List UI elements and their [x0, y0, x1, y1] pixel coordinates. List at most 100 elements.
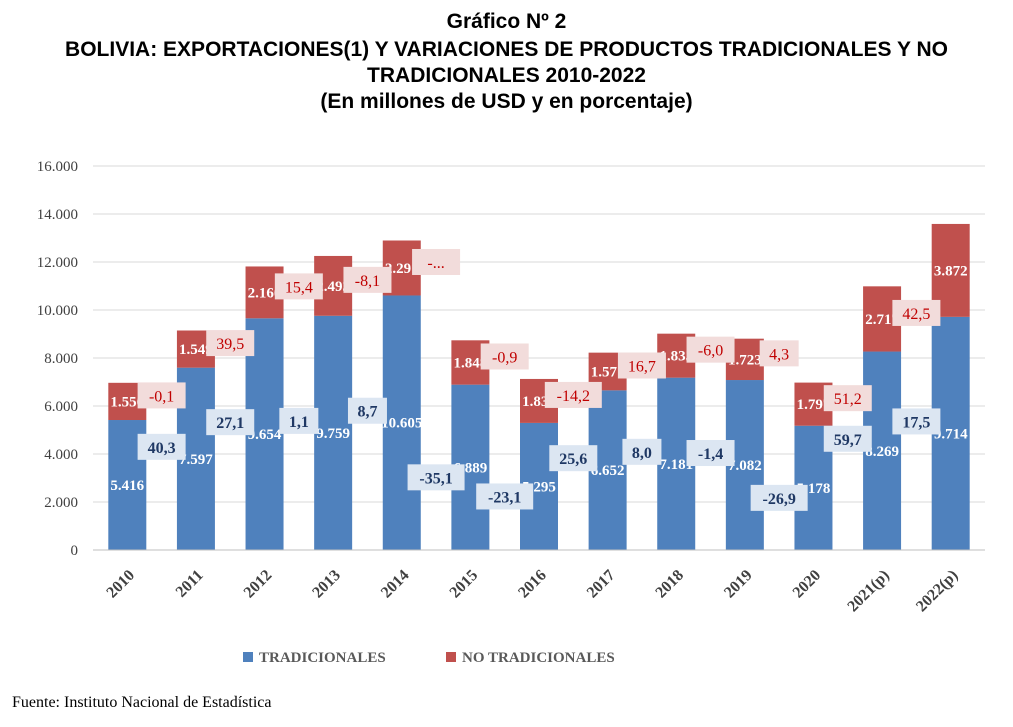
- variation-label-no-tradicionales: 4,3: [769, 346, 789, 363]
- value-label-no-tradicionales: 1.549: [179, 342, 213, 358]
- value-label-tradicionales: 9.714: [934, 426, 968, 442]
- value-label-tradicionales: 10.605: [381, 416, 422, 432]
- legend-swatch-no-tradicionales: [446, 652, 456, 662]
- bar-tradicionales: [314, 315, 353, 550]
- variation-label-no-tradicionales-box: [892, 299, 941, 326]
- value-label-no-tradicionales: 2.493: [316, 279, 350, 295]
- variation-label-tradicionales-box: [476, 483, 534, 510]
- variation-label-no-tradicionales: -...: [427, 255, 444, 272]
- variation-label-tradicionales-box: [279, 407, 319, 434]
- variation-label-tradicionales-box: [137, 433, 186, 460]
- variation-label-tradicionales: 27,1: [216, 415, 244, 432]
- variation-label-tradicionales: 1,1: [289, 414, 309, 431]
- x-tick-label: 2018: [652, 567, 687, 602]
- variation-label-no-tradicionales-box: [412, 248, 461, 275]
- y-tick-label: 2.000: [44, 495, 78, 511]
- variation-label-no-tradicionales: -6,0: [698, 343, 723, 360]
- value-label-no-tradicionales: 1.723: [728, 352, 762, 368]
- y-tick-label: 6.000: [44, 399, 78, 415]
- variation-label-no-tradicionales: -0,1: [149, 388, 174, 405]
- legend-label-tradicionales: TRADICIONALES: [259, 650, 386, 666]
- x-tick-label: 2020: [790, 567, 825, 602]
- value-label-no-tradicionales: 2.291: [385, 261, 419, 277]
- variation-label-tradicionales: 8,0: [632, 445, 652, 462]
- variation-label-tradicionales: 17,5: [902, 414, 930, 431]
- variation-label-tradicionales-box: [206, 409, 255, 436]
- value-label-tradicionales: 7.181: [659, 457, 693, 473]
- x-tick-label: 2021(p): [844, 567, 892, 615]
- value-label-tradicionales: 9.759: [316, 426, 350, 442]
- variation-label-tradicionales-box: [892, 408, 941, 435]
- value-label-no-tradicionales: 1.848: [454, 355, 488, 371]
- variation-label-no-tradicionales: 16,7: [628, 359, 656, 376]
- y-tick-label: 0: [71, 543, 79, 559]
- value-label-tradicionales: 6.652: [591, 463, 625, 479]
- chart-title-line-4: (En millones de USD y en porcentaje): [320, 90, 693, 113]
- variation-label-tradicionales: 8,7: [357, 404, 377, 421]
- x-tick-label: 2011: [173, 567, 207, 601]
- variation-label-tradicionales-box: [347, 397, 387, 424]
- variation-label-no-tradicionales-box: [480, 343, 529, 370]
- variation-label-no-tradicionales-box: [343, 266, 392, 293]
- value-label-no-tradicionales: 1.833: [659, 349, 693, 365]
- variation-label-no-tradicionales: -8,1: [355, 273, 380, 290]
- stacked-bar-chart: 0 2.000 4.000 6.000 8.000 10.000 12.000 14.000 1…: [37, 159, 985, 615]
- variation-label-tradicionales: -35,1: [419, 470, 452, 487]
- x-tick-label: 2014: [378, 567, 413, 602]
- variation-label-tradicionales: 59,7: [834, 432, 862, 449]
- x-tick-label: 2015: [447, 567, 482, 602]
- value-label-no-tradicionales: 2.717: [865, 312, 899, 328]
- value-label-tradicionales: 8.269: [865, 444, 899, 460]
- variation-label-tradicionales: 40,3: [148, 440, 176, 457]
- variation-label-no-tradicionales-box: [137, 382, 186, 409]
- chart-title-line-3: TRADICIONALES 2010-2022: [367, 64, 646, 87]
- variation-label-tradicionales-box: [823, 425, 872, 452]
- value-label-no-tradicionales: 3.872: [934, 263, 968, 279]
- legend-swatch-tradicionales: [243, 652, 253, 662]
- variation-label-tradicionales: 25,6: [559, 451, 587, 468]
- variation-label-tradicionales-box: [549, 445, 598, 472]
- variation-label-tradicionales-box: [686, 440, 735, 467]
- variation-label-tradicionales: -26,9: [762, 491, 795, 508]
- y-tick-label: 12.000: [37, 255, 78, 271]
- x-tick-label: 2022(p): [913, 567, 961, 615]
- value-label-no-tradicionales: 1.797: [797, 397, 831, 413]
- x-tick-label: 2012: [241, 567, 276, 602]
- x-tick-label: 2016: [515, 567, 550, 602]
- variation-label-no-tradicionales: 42,5: [902, 306, 930, 323]
- variation-label-no-tradicionales: -0,9: [492, 349, 517, 366]
- variation-label-no-tradicionales-box: [206, 330, 255, 357]
- y-tick-label: 8.000: [44, 351, 78, 367]
- chart-title-line-1: Gráfico Nº 2: [446, 10, 567, 33]
- legend-tradicionales: TRADICIONALES: [243, 650, 386, 667]
- variation-label-no-tradicionales-box: [274, 273, 323, 300]
- source-note: Fuente: Instituto Nacional de Estadístic…: [12, 694, 272, 711]
- variation-label-no-tradicionales-box: [759, 340, 799, 367]
- x-tick-label: 2019: [721, 567, 756, 602]
- variation-label-no-tradicionales-box: [617, 352, 666, 379]
- value-label-no-tradicionales: 1.571: [591, 365, 625, 381]
- legend-no-tradicionales: NO TRADICIONALES: [446, 650, 615, 667]
- variation-label-no-tradicionales-box: [544, 381, 602, 408]
- x-tick-label: 2013: [309, 567, 344, 602]
- variation-label-tradicionales: -1,4: [698, 446, 723, 463]
- variation-label-no-tradicionales: 39,5: [216, 336, 244, 353]
- variation-label-no-tradicionales: 15,4: [285, 279, 313, 296]
- variation-label-tradicionales-box: [622, 438, 662, 465]
- chart-title-line-2: BOLIVIA: EXPORTACIONES(1) Y VARIACIONES …: [65, 38, 948, 61]
- value-label-tradicionales: 7.597: [179, 452, 213, 468]
- y-tick-label: 4.000: [44, 447, 78, 463]
- variation-label-tradicionales: -23,1: [488, 489, 521, 506]
- variation-label-no-tradicionales-box: [823, 385, 872, 412]
- value-label-tradicionales: 9.654: [248, 427, 282, 443]
- value-label-no-tradicionales: 2.160: [248, 285, 282, 301]
- variation-label-no-tradicionales-box: [686, 336, 735, 363]
- x-tick-label: 2010: [103, 567, 138, 602]
- value-label-tradicionales: 7.082: [728, 458, 762, 474]
- y-tick-label: 16.000: [37, 159, 78, 175]
- variation-label-no-tradicionales: -14,2: [557, 388, 590, 405]
- x-tick-label: 2017: [584, 567, 619, 602]
- bar-tradicionales: [382, 295, 421, 550]
- value-label-no-tradicionales: 1.550: [110, 394, 144, 410]
- legend-label-no-tradicionales: NO TRADICIONALES: [462, 650, 615, 666]
